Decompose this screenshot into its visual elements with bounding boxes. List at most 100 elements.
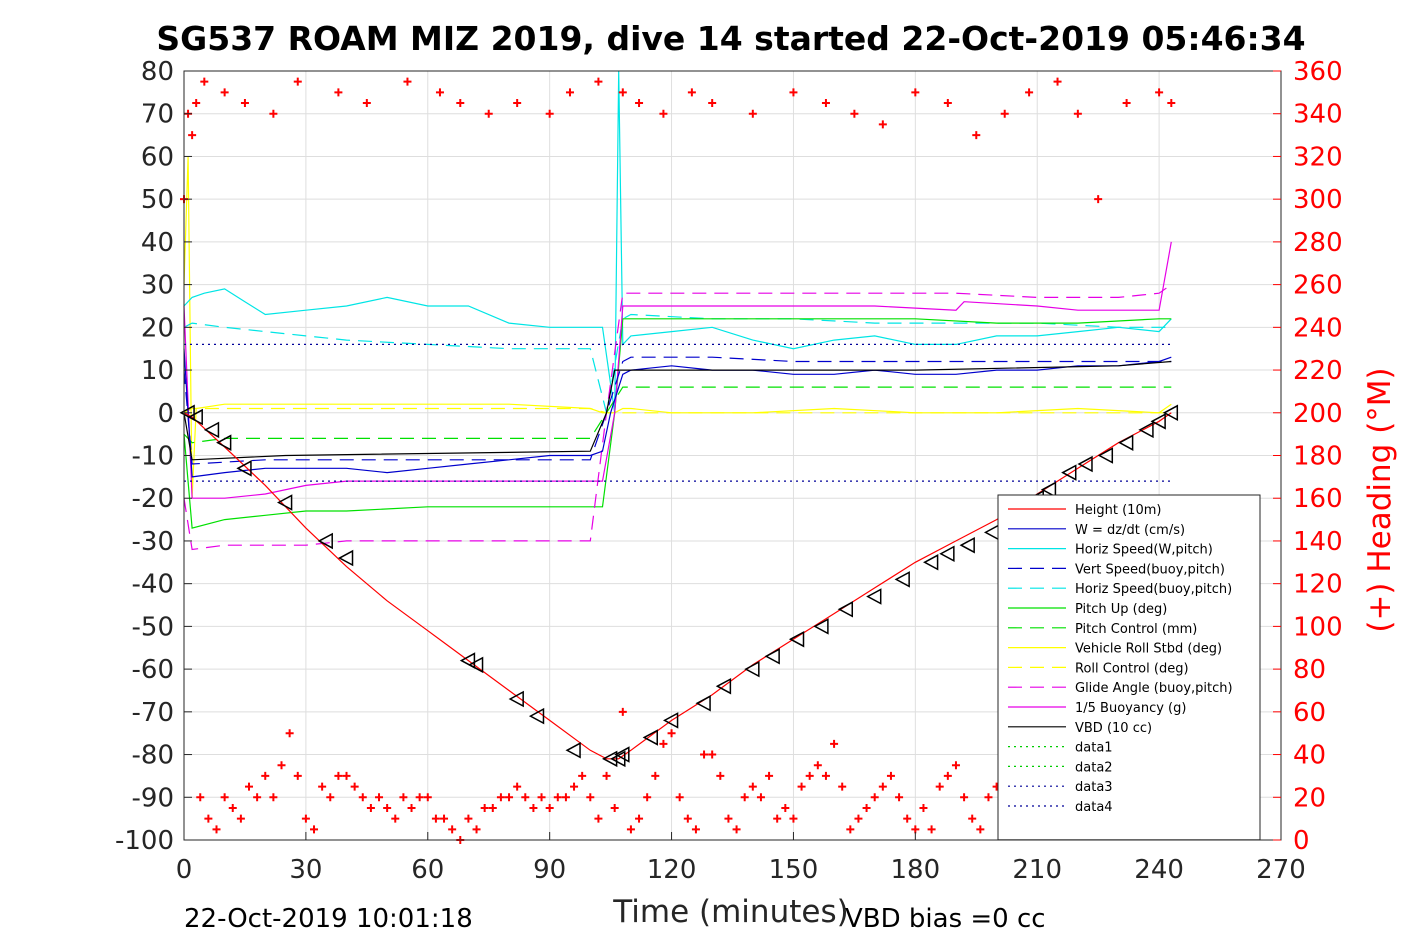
heading-point [618, 707, 627, 716]
footer-vbd-bias: VBD bias =0 cc [845, 904, 1046, 934]
heading-point-top [1053, 77, 1062, 86]
heading-point [691, 825, 700, 834]
tick-label-left: 40 [141, 228, 174, 258]
heading-point-top [594, 77, 603, 86]
tick-label-x: 270 [1256, 855, 1306, 885]
heading-point [496, 793, 505, 802]
heading-point [846, 825, 855, 834]
heading-point [350, 782, 359, 791]
right-axis-ticks: 0 20 40 60 80 100 120 140 160 180 200 220 240 260 280 3… [1273, 57, 1343, 856]
tick-label-x: 240 [1134, 855, 1184, 885]
tick-label-right: 20 [1293, 783, 1326, 813]
heading-point [212, 825, 221, 834]
heading-point [391, 814, 400, 823]
heading-point-top [748, 109, 757, 118]
tick-label-right: 80 [1293, 655, 1326, 685]
heading-point [838, 782, 847, 791]
heading-point-top [1094, 195, 1103, 204]
heading-point [700, 750, 709, 759]
tick-label-left: -60 [132, 655, 174, 685]
legend: Height (10m) W = dz/dt (cm/s) Horiz Speed(… [997, 494, 1261, 841]
heading-point [423, 793, 432, 802]
tick-label-right: 200 [1293, 399, 1343, 429]
tick-label-left: 0 [157, 399, 174, 429]
heading-point [334, 771, 343, 780]
heading-point [326, 793, 335, 802]
series-line [183, 356, 1172, 465]
triangle-marker [923, 554, 939, 571]
heading-point [862, 803, 871, 812]
triangle-marker [187, 408, 203, 426]
heading-point [610, 803, 619, 812]
heading-point [464, 814, 473, 823]
heading-point-top [192, 99, 201, 108]
triangle-marker [337, 549, 354, 567]
heading-point-top [708, 99, 717, 108]
tick-label-left: -30 [132, 527, 174, 557]
legend-entry: VBD (10 cc) [1075, 721, 1152, 736]
tick-label-left: 10 [141, 356, 174, 386]
heading-point [310, 825, 319, 834]
tick-label-x: 210 [1012, 855, 1062, 885]
legend-entry: Glide Angle (buoy,pitch) [1075, 681, 1233, 696]
tick-label-right: 240 [1293, 313, 1343, 343]
heading-point [854, 814, 863, 823]
triangle-marker [602, 750, 618, 768]
legend-entry: Pitch Up (deg) [1075, 602, 1167, 617]
triangle-marker [715, 677, 732, 695]
heading-point-top [269, 109, 278, 118]
heading-point-top [687, 88, 696, 97]
triangle-marker [236, 460, 252, 477]
triangle-marker [179, 404, 195, 422]
heading-point-top [789, 88, 798, 97]
tick-label-left: -20 [132, 484, 174, 514]
heading-point-top [220, 88, 229, 97]
legend-entry: Vert Speed(buoy,pitch) [1075, 562, 1225, 577]
triangle-marker [894, 571, 910, 588]
heading-point [748, 782, 757, 791]
heading-point [358, 793, 367, 802]
heading-point [488, 803, 497, 812]
heading-point-top [878, 120, 887, 129]
heading-point [594, 814, 603, 823]
triangle-marker [837, 601, 854, 618]
tick-label-right: 120 [1293, 570, 1343, 600]
heading-point [716, 771, 725, 780]
triangle-marker [528, 707, 545, 725]
heading-point [797, 782, 806, 791]
heading-point-top [1155, 88, 1164, 97]
heading-point [196, 793, 205, 802]
series-line [183, 407, 1172, 414]
triangle-marker [276, 494, 293, 511]
heading-point [651, 771, 660, 780]
heading-point [927, 825, 936, 834]
chart-title: SG537 ROAM MIZ 2019, dive 14 started 22-… [156, 19, 1305, 58]
heading-point-top [403, 77, 412, 86]
legend-entry: Horiz Speed(buoy,pitch) [1075, 582, 1232, 597]
heading-point [886, 771, 895, 780]
footer-timestamp: 22-Oct-2019 10:01:18 [184, 904, 473, 934]
tick-label-x: 90 [533, 855, 566, 885]
heading-point [724, 814, 733, 823]
heading-point-top [435, 88, 444, 97]
heading-point [188, 131, 197, 140]
heading-point [789, 814, 798, 823]
heading-point-top [334, 88, 343, 97]
heading-point [675, 793, 684, 802]
triangle-marker [1150, 413, 1166, 430]
tick-label-right: 100 [1293, 612, 1343, 642]
heading-point [667, 729, 676, 738]
tick-label-x: 180 [891, 855, 941, 885]
heading-point [415, 793, 424, 802]
heading-point [277, 761, 286, 770]
heading-point [830, 739, 839, 748]
tick-label-left: 60 [141, 142, 174, 172]
heading-point [773, 814, 782, 823]
triangle-marker [1077, 455, 1093, 473]
heading-point [626, 825, 635, 834]
triangle-marker [788, 630, 805, 648]
x-axis-label: Time (minutes) [612, 894, 848, 930]
triangle-marker [642, 729, 658, 746]
triangle-marker [317, 532, 333, 550]
heading-point [968, 814, 977, 823]
